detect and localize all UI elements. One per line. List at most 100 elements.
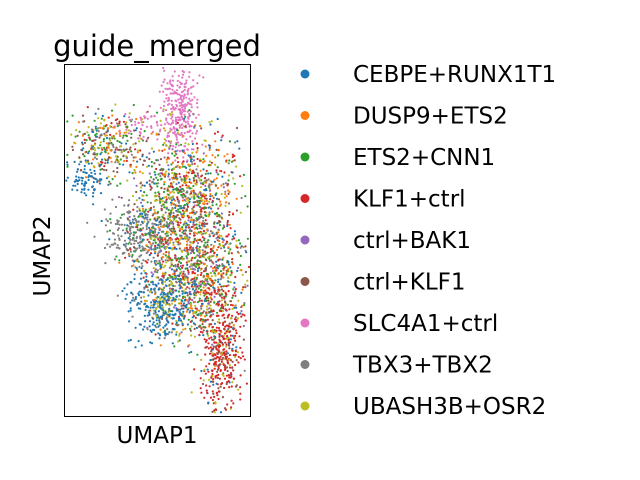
scatter-point [216, 376, 219, 379]
scatter-point [196, 353, 199, 356]
scatter-point [141, 172, 144, 175]
scatter-point [191, 132, 194, 135]
scatter-point [176, 79, 179, 82]
scatter-point [107, 175, 110, 178]
scatter-point [182, 272, 185, 275]
scatter-point [219, 369, 222, 372]
scatter-point [94, 125, 97, 128]
scatter-point [179, 218, 182, 221]
scatter-point [152, 205, 155, 208]
scatter-point [120, 142, 123, 145]
scatter-point [178, 260, 181, 263]
scatter-point [204, 319, 207, 322]
scatter-point [225, 195, 228, 198]
scatter-point [154, 191, 157, 194]
scatter-point [206, 330, 209, 333]
scatter-point [161, 238, 164, 241]
scatter-point [159, 344, 162, 347]
scatter-point [207, 401, 210, 404]
scatter-point [228, 322, 231, 325]
scatter-point [202, 329, 205, 332]
scatter-point [154, 212, 157, 215]
scatter-point [214, 335, 217, 339]
scatter-point [194, 201, 197, 204]
scatter-point [203, 200, 206, 203]
scatter-point [175, 183, 178, 186]
scatter-point [205, 231, 208, 234]
scatter-point [170, 111, 173, 114]
scatter-point [167, 152, 170, 155]
scatter-point [155, 307, 158, 311]
scatter-point [182, 283, 185, 286]
scatter-point [202, 291, 205, 294]
scatter-point [170, 290, 173, 293]
scatter-point [204, 172, 207, 175]
scatter-point [131, 226, 135, 229]
scatter-point [165, 93, 168, 96]
scatter-point [160, 124, 163, 127]
scatter-point [196, 274, 199, 277]
scatter-point [189, 293, 192, 296]
scatter-point [202, 216, 205, 219]
scatter-point [100, 151, 103, 154]
scatter-point [232, 402, 235, 405]
scatter-point [186, 240, 189, 243]
scatter-point [158, 304, 161, 307]
scatter-point [204, 340, 207, 343]
scatter-point [198, 250, 201, 253]
scatter-point [177, 98, 180, 101]
scatter-point [181, 295, 185, 298]
scatter-point [165, 251, 168, 254]
scatter-point [203, 202, 206, 205]
scatter-point [175, 238, 178, 241]
scatter-point [197, 287, 200, 290]
scatter-point [188, 97, 191, 100]
scatter-point [147, 294, 150, 297]
scatter-point [170, 140, 173, 143]
scatter-point [239, 246, 242, 249]
scatter-point [90, 144, 93, 147]
scatter-point [184, 292, 187, 295]
scatter-point [80, 176, 83, 179]
scatter-point [200, 227, 203, 230]
scatter-point [162, 313, 166, 316]
scatter-point [188, 109, 191, 112]
scatter-point [222, 313, 225, 316]
scatter-point [180, 249, 183, 252]
scatter-point [197, 314, 200, 317]
scatter-point [164, 87, 167, 90]
scatter-point [227, 290, 230, 293]
scatter-point [131, 221, 134, 224]
scatter-point [178, 93, 181, 96]
scatter-point [216, 197, 219, 200]
scatter-point [135, 223, 138, 226]
scatter-point [155, 223, 158, 227]
scatter-point [166, 328, 169, 331]
scatter-point [138, 265, 141, 268]
scatter-point [136, 226, 139, 229]
scatter-point [92, 158, 95, 161]
scatter-point [198, 252, 201, 255]
scatter-point [167, 193, 170, 196]
scatter-point [135, 221, 138, 224]
scatter-point [150, 165, 153, 168]
scatter-point [149, 229, 152, 232]
scatter-point [204, 180, 207, 183]
scatter-point [190, 106, 193, 109]
scatter-point [225, 273, 228, 276]
scatter-point [178, 81, 182, 84]
scatter-point [237, 299, 240, 302]
scatter-point [139, 170, 142, 173]
scatter-point [136, 259, 139, 262]
scatter-point [128, 171, 131, 174]
scatter-point [112, 170, 115, 173]
scatter-point [203, 160, 206, 163]
scatter-point [160, 296, 164, 299]
scatter-point [137, 121, 140, 125]
scatter-point [86, 131, 89, 134]
scatter-point [181, 94, 184, 97]
scatter-point [206, 334, 210, 337]
scatter-point [220, 212, 223, 215]
scatter-point [158, 220, 161, 223]
scatter-point [82, 120, 85, 123]
